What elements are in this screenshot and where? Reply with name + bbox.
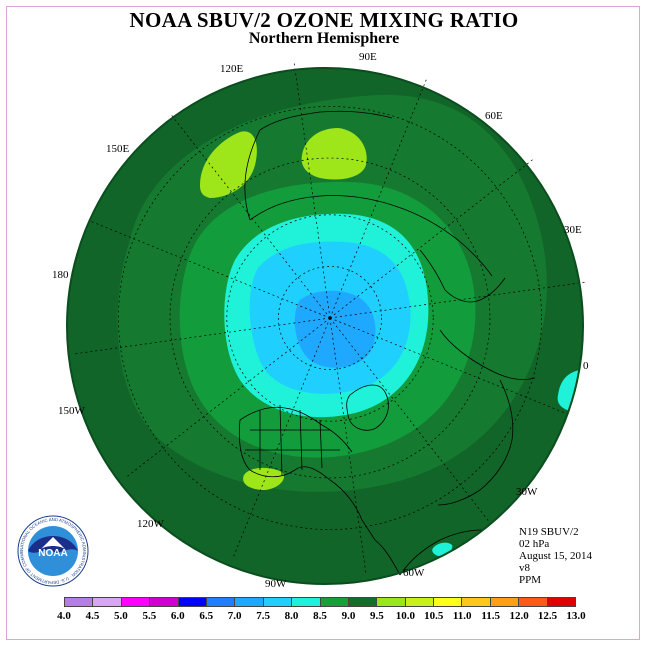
- legend-swatch: [150, 598, 179, 606]
- page-title: NOAA SBUV/2 OZONE MIXING RATIO: [129, 8, 519, 32]
- lon-label-0: 0: [583, 360, 589, 372]
- legend-swatch: [519, 598, 548, 606]
- legend-swatch: [348, 598, 378, 606]
- legend-tick-label: 5.0: [114, 610, 128, 622]
- legend-swatch: [490, 598, 520, 606]
- meridian-line: [329, 317, 490, 522]
- legend-tick-label: 13.0: [566, 610, 586, 622]
- info-date: August 15, 2014: [519, 550, 593, 562]
- legend-labels: 4.0 4.5 5.0 5.5 6.0 6.5 7.0 7.5 8.0 8.5 9.0 9.5 10.0…: [0, 610, 648, 624]
- meridian-line: [293, 62, 331, 319]
- info-version: v8: [519, 562, 530, 574]
- legend-tick-label: 6.0: [170, 610, 185, 622]
- lon-label-150w: 150W: [58, 405, 85, 417]
- legend-swatch: [547, 598, 576, 606]
- legend-tick-label: 7.0: [227, 610, 242, 622]
- legend-tick-label: 5.5: [142, 610, 157, 622]
- lon-label-150e: 150E: [106, 143, 130, 155]
- legend-tick-label: 4.5: [85, 610, 100, 622]
- legend-tick-label: 9.0: [341, 610, 356, 622]
- figure-frame: [6, 6, 640, 640]
- coastline-south-america: [399, 529, 483, 576]
- legend-tick-label: 4.0: [57, 610, 71, 622]
- coastline-europe: [419, 249, 536, 380]
- lon-label-120w: 120W: [137, 518, 164, 530]
- legend-tick-label: 9.5: [370, 610, 384, 622]
- coastline-greenland: [346, 384, 389, 431]
- ozone-region-9-5: [200, 131, 257, 198]
- legend-swatch: [263, 598, 293, 606]
- legend-swatch: [93, 598, 122, 606]
- info-units: PPM: [519, 574, 542, 586]
- lon-label-90e: 90E: [359, 51, 377, 63]
- legend-tick-label: 11.5: [481, 610, 500, 622]
- logo-text: NOAA: [38, 548, 67, 559]
- lon-label-60w: 60W: [403, 567, 425, 579]
- legend-tick-label: 12.5: [537, 610, 558, 622]
- legend-swatch: [206, 598, 236, 606]
- meridian-line: [329, 78, 427, 319]
- lon-label-30e: 30E: [564, 224, 582, 236]
- meridian-line: [90, 221, 331, 319]
- legend-swatch: [405, 598, 435, 606]
- coastline-asia: [244, 110, 493, 277]
- legend-swatch: [377, 598, 406, 606]
- legend-tick-label: 12.0: [509, 610, 529, 622]
- ozone-region-6-5: [294, 290, 376, 368]
- latitude-circle: [169, 157, 491, 479]
- map-boundary: [66, 67, 584, 585]
- legend-swatch: [235, 598, 264, 606]
- ozone-field: [67, 68, 583, 584]
- noaa-logo: NATIONAL OCEANIC AND ATMOSPHERIC ADMINIS…: [17, 515, 89, 587]
- legend-tick-label: 7.5: [256, 610, 270, 622]
- meridian-line: [233, 317, 331, 558]
- latitude-circle: [226, 214, 434, 422]
- lon-label-90w: 90W: [265, 578, 287, 590]
- meridian-line: [126, 317, 331, 478]
- lon-label-120e: 120E: [220, 63, 244, 75]
- legend-swatch: [292, 598, 321, 606]
- legend-tick-label: 11.0: [452, 610, 472, 622]
- latitude-circle: [278, 266, 382, 370]
- legend-tick-label: 10.5: [424, 610, 444, 622]
- coastline-africa: [437, 379, 514, 506]
- legend-tick-label: 8.0: [284, 610, 299, 622]
- graticule: [74, 62, 586, 574]
- legend-swatch: [178, 598, 207, 606]
- latitude-circle: [118, 106, 542, 530]
- meridian-line: [329, 317, 570, 415]
- legend-tick-label: 10.0: [395, 610, 415, 622]
- info-block: N19 SBUV/2 02 hPa August 15, 2014 v8 PPM: [519, 526, 592, 586]
- lon-label-60e: 60E: [485, 110, 503, 122]
- lon-label-180: 180: [52, 269, 69, 281]
- legend-tick-label: 8.5: [313, 610, 327, 622]
- ozone-region-9-5: [301, 128, 367, 180]
- legend-swatch: [320, 598, 349, 606]
- legend-tick-label: 6.5: [199, 610, 214, 622]
- ozone-region-9-5: [243, 467, 285, 490]
- legend-swatch: [65, 598, 94, 606]
- lon-label-30w: 30W: [516, 486, 538, 498]
- color-legend: [64, 597, 576, 607]
- legend-swatch: [121, 598, 151, 606]
- page-subtitle: Northern Hemisphere: [248, 30, 400, 47]
- coastlines: [238, 110, 536, 576]
- legend-swatch: [434, 598, 463, 606]
- meridian-line: [170, 114, 331, 319]
- info-instrument: N19 SBUV/2: [519, 526, 579, 538]
- meridian-line: [329, 158, 534, 319]
- coastline-north-america: [238, 404, 401, 576]
- legend-swatch: [462, 598, 491, 606]
- info-level: 02 hPa: [519, 538, 550, 550]
